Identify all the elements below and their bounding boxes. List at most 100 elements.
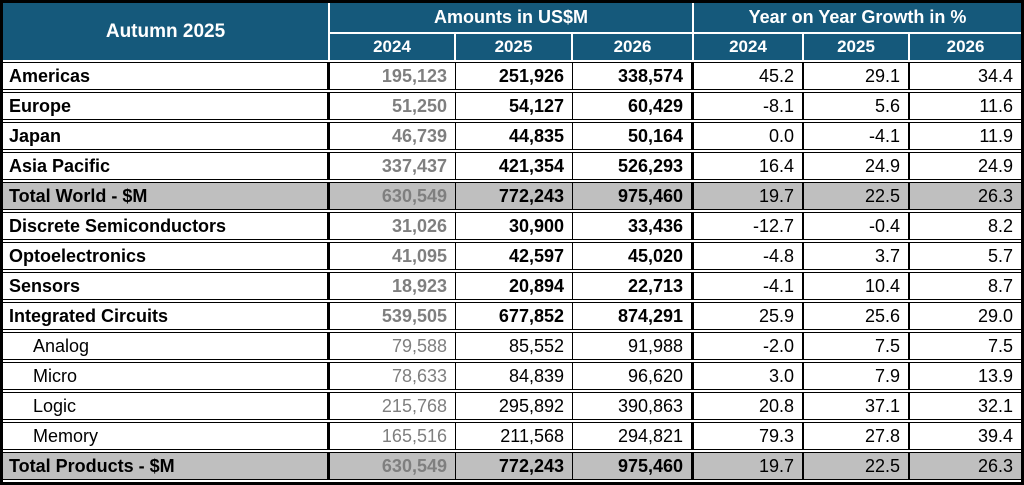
amount-2026: 975,460: [573, 182, 695, 210]
growth-2024: 19.7: [694, 182, 805, 210]
year-header-gro-2024: 2024: [694, 34, 805, 60]
amount-2026: 526,293: [573, 152, 695, 180]
amount-2025: 44,835: [456, 122, 573, 150]
amount-2026: 96,620: [573, 362, 695, 390]
amount-2024: 78,633: [330, 362, 456, 390]
table-row-total-products: Total Products - $M 630,549 772,243 975,…: [3, 452, 1021, 480]
growth-2024: 45.2: [694, 62, 805, 90]
table-title: Autumn 2025: [3, 3, 330, 60]
growth-2025: -4.1: [804, 122, 911, 150]
growth-2025: 5.6: [804, 92, 911, 120]
amount-2026: 45,020: [573, 242, 695, 270]
row-label: Asia Pacific: [3, 152, 330, 180]
growth-2025: 3.7: [804, 242, 911, 270]
amount-2024: 41,095: [330, 242, 456, 270]
row-label: Discrete Semiconductors: [3, 212, 330, 240]
row-label: Logic: [3, 392, 330, 420]
growth-2025: 22.5: [804, 452, 911, 480]
growth-2026: 32.1: [910, 392, 1021, 420]
growth-2024: -8.1: [694, 92, 805, 120]
growth-2026: 29.0: [910, 302, 1021, 330]
amount-2024: 630,549: [330, 452, 456, 480]
amount-2025: 30,900: [456, 212, 573, 240]
growth-2024: 0.0: [694, 122, 805, 150]
amount-2025: 54,127: [456, 92, 573, 120]
row-label: Sensors: [3, 272, 330, 300]
growth-2024: 16.4: [694, 152, 805, 180]
table-row: Integrated Circuits 539,505 677,852 874,…: [3, 302, 1021, 330]
forecast-table: Autumn 2025 Amounts in US$M Year on Year…: [3, 3, 1021, 482]
growth-2024: 25.9: [694, 302, 805, 330]
amount-2026: 874,291: [573, 302, 695, 330]
growth-2024: -4.1: [694, 272, 805, 300]
growth-2025: 27.8: [804, 422, 911, 450]
growth-2025: 7.9: [804, 362, 911, 390]
growth-2025: 29.1: [804, 62, 911, 90]
growth-2026: 34.4: [910, 62, 1021, 90]
amount-2024: 79,588: [330, 332, 456, 360]
amount-2026: 294,821: [573, 422, 695, 450]
growth-2025: 25.6: [804, 302, 911, 330]
amount-2024: 18,923: [330, 272, 456, 300]
growth-2026: 11.6: [910, 92, 1021, 120]
amount-2024: 46,739: [330, 122, 456, 150]
growth-2024: -2.0: [694, 332, 805, 360]
growth-2024: -4.8: [694, 242, 805, 270]
table-row: Optoelectronics 41,095 42,597 45,020 -4.…: [3, 242, 1021, 270]
row-label: Total Products - $M: [3, 452, 330, 480]
amount-2025: 421,354: [456, 152, 573, 180]
amount-2025: 85,552: [456, 332, 573, 360]
amount-2024: 165,516: [330, 422, 456, 450]
table-row-sub: Micro 78,633 84,839 96,620 3.0 7.9 13.9: [3, 362, 1021, 390]
growth-2026: 8.2: [910, 212, 1021, 240]
amount-2024: 31,026: [330, 212, 456, 240]
amount-2026: 338,574: [573, 62, 695, 90]
row-label: Americas: [3, 62, 330, 90]
amount-2026: 390,863: [573, 392, 695, 420]
amount-2024: 539,505: [330, 302, 456, 330]
growth-2026: 13.9: [910, 362, 1021, 390]
row-label: Integrated Circuits: [3, 302, 330, 330]
year-header-amt-2025: 2025: [456, 34, 573, 60]
growth-2025: 22.5: [804, 182, 911, 210]
row-label: Micro: [3, 362, 330, 390]
growth-2025: 10.4: [804, 272, 911, 300]
amount-2025: 20,894: [456, 272, 573, 300]
year-header-amt-2024: 2024: [330, 34, 456, 60]
table-row-total-world: Total World - $M 630,549 772,243 975,460…: [3, 182, 1021, 210]
amount-2024: 337,437: [330, 152, 456, 180]
amount-2025: 42,597: [456, 242, 573, 270]
growth-2025: 7.5: [804, 332, 911, 360]
amount-2025: 677,852: [456, 302, 573, 330]
amount-2025: 84,839: [456, 362, 573, 390]
group-header-growth: Year on Year Growth in %: [694, 3, 1021, 32]
header-row-years: 2024 2025 2026 2024 2025 2026: [3, 34, 1021, 60]
amount-2025: 772,243: [456, 182, 573, 210]
row-label: Total World - $M: [3, 182, 330, 210]
amount-2025: 251,926: [456, 62, 573, 90]
row-label: Europe: [3, 92, 330, 120]
row-label: Memory: [3, 422, 330, 450]
amount-2024: 51,250: [330, 92, 456, 120]
amount-2026: 33,436: [573, 212, 695, 240]
growth-2025: 24.9: [804, 152, 911, 180]
table-row: Europe 51,250 54,127 60,429 -8.1 5.6 11.…: [3, 92, 1021, 120]
table-row: Sensors 18,923 20,894 22,713 -4.1 10.4 8…: [3, 272, 1021, 300]
growth-2026: 39.4: [910, 422, 1021, 450]
growth-2026: 8.7: [910, 272, 1021, 300]
header-row-groups: Autumn 2025 Amounts in US$M Year on Year…: [3, 3, 1021, 60]
growth-2024: 20.8: [694, 392, 805, 420]
growth-2026: 7.5: [910, 332, 1021, 360]
year-header-gro-2026: 2026: [910, 34, 1021, 60]
growth-2026: 26.3: [910, 452, 1021, 480]
growth-2024: 19.7: [694, 452, 805, 480]
amount-2026: 22,713: [573, 272, 695, 300]
growth-2025: 37.1: [804, 392, 911, 420]
growth-2024: 79.3: [694, 422, 805, 450]
table-row-sub: Memory 165,516 211,568 294,821 79.3 27.8…: [3, 422, 1021, 450]
amount-2024: 215,768: [330, 392, 456, 420]
year-header-gro-2025: 2025: [804, 34, 911, 60]
row-label: Analog: [3, 332, 330, 360]
growth-2024: 3.0: [694, 362, 805, 390]
